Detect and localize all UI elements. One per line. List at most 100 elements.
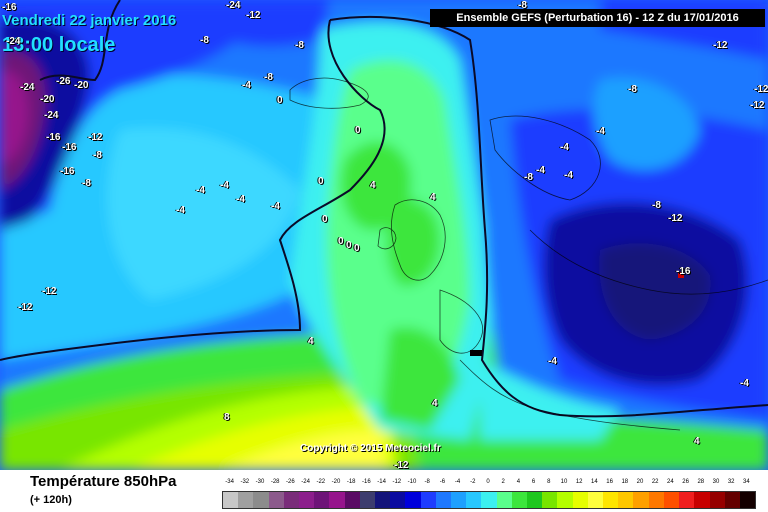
isotherm-label: -4 [596, 126, 605, 137]
scale-swatch [375, 492, 391, 508]
isotherm-label: -12 [750, 100, 765, 111]
scale-tick-label: 14 [591, 479, 598, 485]
isotherm-label: 0 [338, 236, 344, 247]
scale-tick-label: -22 [316, 479, 326, 485]
isotherm-label: -12 [754, 84, 768, 95]
isotherm-label: -16 [60, 166, 75, 177]
legend-panel: Température 850hPa (+ 120h) -34 -32 -30 -28… [0, 470, 768, 512]
isotherm-label: -8 [93, 150, 102, 161]
isotherm-label: -16 [46, 132, 61, 143]
isotherm-label: -8 [264, 72, 273, 83]
scale-tick-label: -12 [392, 479, 402, 485]
isotherm-label: -20 [40, 94, 55, 105]
scale-swatch [587, 492, 604, 508]
scale-tick-label: 4 [516, 479, 521, 485]
scale-tick-label: -6 [439, 479, 446, 485]
scale-tick-label: 30 [712, 479, 720, 485]
scale-swatch [405, 492, 421, 508]
scale-tick-label: -26 [286, 479, 295, 485]
isotherm-label: 0 [322, 214, 328, 225]
scale-tick-label: -10 [407, 479, 417, 485]
isotherm-label: -12 [42, 286, 57, 297]
scale-swatch [314, 492, 330, 508]
scale-tick-label: -16 [362, 479, 371, 485]
scale-swatch [420, 492, 436, 508]
scale-tick-label: 8 [547, 479, 551, 485]
scale-swatch [253, 492, 269, 508]
scale-swatch [724, 492, 740, 508]
isotherm-label: -4 [740, 378, 749, 389]
isotherm-label: -4 [176, 205, 185, 216]
isotherm-label: -20 [74, 80, 89, 91]
scale-swatch [451, 492, 467, 508]
scale-tick-label: -2 [470, 479, 476, 485]
scale-swatch [329, 492, 345, 508]
scale-swatch [344, 492, 360, 508]
scale-tick-label: 34 [743, 479, 750, 485]
scale-swatch [557, 492, 573, 508]
isotherm-label: -24 [226, 0, 241, 11]
isotherm-label: -12 [88, 132, 103, 143]
isotherm-label: 0 [318, 176, 324, 187]
scale-tick-label: -30 [255, 479, 265, 485]
scale-tick-label: 16 [606, 479, 613, 485]
isotherm-label: -24 [20, 82, 35, 93]
color-scale-bar [222, 491, 756, 509]
scale-tick-label: 20 [636, 479, 644, 485]
scale-tick-label: 12 [575, 479, 583, 485]
isotherm-label: -4 [564, 170, 573, 181]
isotherm-label: -12 [394, 460, 409, 470]
scale-swatch [542, 492, 558, 508]
scale-tick-label: 0 [486, 479, 490, 485]
scale-tick-label: 24 [667, 479, 674, 485]
isotherm-label: -8 [652, 200, 661, 211]
scale-tick-label: 2 [501, 479, 505, 485]
scale-swatch [694, 492, 710, 508]
scale-tick-label: 18 [621, 479, 629, 485]
scale-tick-label: 6 [531, 479, 536, 485]
scale-swatch [709, 492, 725, 508]
isotherm-label: -16 [676, 266, 691, 277]
forecast-lead-time: (+ 120h) [30, 494, 72, 506]
isotherm-label: -12 [713, 40, 728, 51]
scale-swatch [648, 492, 664, 508]
scale-tick-label: -4 [454, 479, 461, 485]
scale-swatch [739, 492, 756, 508]
color-scale-labels: -34 -32 -30 -28 -26 -24 -22 -20 -18 -16 -14 -12 -10-… [222, 479, 754, 489]
isotherm-label: 0 [277, 95, 283, 106]
scale-tick-label: 28 [697, 479, 705, 485]
isotherm-label: -8 [524, 172, 533, 183]
scale-swatch [603, 492, 619, 508]
scale-swatch [481, 492, 497, 508]
scale-tick-label: -28 [270, 479, 280, 485]
copyright-text: Copyright © 2015 Meteociel.fr [300, 443, 441, 454]
scale-tick-label: 10 [560, 479, 568, 485]
isotherm-label: -4 [220, 180, 229, 191]
isotherm-label: -4 [271, 201, 280, 212]
scale-swatch [496, 492, 512, 508]
isotherm-label: 4 [432, 398, 438, 409]
scale-swatch [663, 492, 680, 508]
isotherm-label: 0 [355, 125, 361, 136]
isotherm-label: 4 [694, 436, 700, 447]
isotherm-label: -12 [246, 10, 261, 21]
scale-swatch [223, 492, 239, 508]
isotherm-label: -4 [548, 356, 557, 367]
isotherm-label: 8 [224, 412, 230, 423]
scale-tick-label: -24 [301, 479, 310, 485]
scale-swatch [299, 492, 315, 508]
scale-tick-label: -18 [346, 479, 356, 485]
isotherm-label: -4 [236, 194, 245, 205]
scale-tick-label: -20 [331, 479, 341, 485]
forecast-date: Vendredi 22 janvier 2016 [2, 12, 177, 29]
isotherm-label: -4 [196, 185, 205, 196]
scale-tick-label: -34 [225, 479, 234, 485]
scale-tick-label: -8 [424, 479, 430, 485]
isotherm-label: 4 [370, 180, 376, 191]
scale-swatch [679, 492, 695, 508]
isotherm-label: 0 [354, 243, 360, 254]
isotherm-label: -24 [44, 110, 59, 121]
isotherm-label: -4 [536, 165, 545, 176]
scale-tick-label: 32 [727, 479, 735, 485]
